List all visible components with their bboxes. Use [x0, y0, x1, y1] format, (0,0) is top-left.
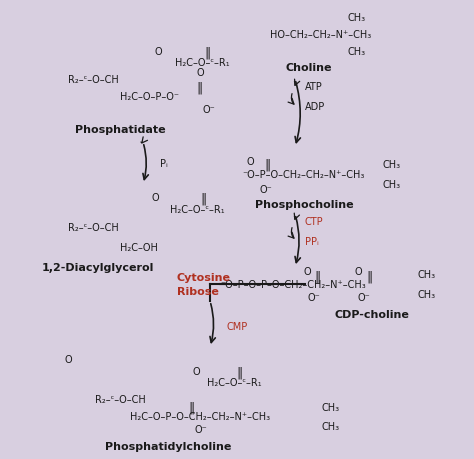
- Text: ⁻O–P–O–CH₂–CH₂–N⁺–CH₃: ⁻O–P–O–CH₂–CH₂–N⁺–CH₃: [242, 170, 365, 179]
- Text: O⁻: O⁻: [308, 292, 321, 302]
- Text: O: O: [196, 68, 204, 78]
- Text: O: O: [64, 354, 72, 364]
- Text: O: O: [151, 193, 159, 202]
- Text: H₂C–O–ᶜ–R₁: H₂C–O–ᶜ–R₁: [207, 377, 262, 387]
- Text: Cytosine: Cytosine: [177, 272, 231, 282]
- Text: CMP: CMP: [227, 321, 248, 331]
- Text: O: O: [303, 266, 311, 276]
- Text: Phosphatidate: Phosphatidate: [75, 125, 165, 134]
- Text: ⁻O–P–O–P–O–CH₂–CH₂–N⁺–CH₃: ⁻O–P–O–P–O–CH₂–CH₂–N⁺–CH₃: [220, 280, 366, 289]
- Text: ‖: ‖: [265, 158, 271, 171]
- Text: CTP: CTP: [305, 217, 324, 226]
- Text: O: O: [192, 366, 200, 376]
- Text: ‖: ‖: [205, 46, 211, 59]
- Text: ‖: ‖: [315, 270, 321, 283]
- Text: Choline: Choline: [286, 63, 332, 73]
- Text: R₂–ᶜ–O–CH: R₂–ᶜ–O–CH: [68, 75, 119, 85]
- Text: CH₃: CH₃: [348, 47, 366, 57]
- Text: ATP: ATP: [305, 82, 323, 92]
- Text: ‖: ‖: [201, 192, 207, 205]
- Text: O⁻: O⁻: [203, 105, 216, 115]
- Text: ‖: ‖: [237, 366, 243, 379]
- Text: Pᵢ: Pᵢ: [160, 159, 168, 168]
- Text: CH₃: CH₃: [383, 160, 401, 170]
- Text: R₂–ᶜ–O–CH: R₂–ᶜ–O–CH: [95, 394, 146, 404]
- Text: ‖: ‖: [189, 401, 195, 414]
- Text: Phosphocholine: Phosphocholine: [255, 200, 354, 210]
- Text: H₂C–O–ᶜ–R₁: H₂C–O–ᶜ–R₁: [175, 58, 229, 68]
- Text: O: O: [246, 157, 254, 167]
- Text: CH₃: CH₃: [383, 179, 401, 190]
- Text: Ribose: Ribose: [177, 286, 219, 297]
- Text: Phosphatidylcholine: Phosphatidylcholine: [105, 441, 231, 451]
- Text: CDP-choline: CDP-choline: [335, 309, 410, 319]
- Text: PPᵢ: PPᵢ: [305, 236, 319, 246]
- Text: ‖: ‖: [367, 270, 373, 283]
- Text: CH₃: CH₃: [322, 402, 340, 412]
- Text: HO–CH₂–CH₂–N⁺–CH₃: HO–CH₂–CH₂–N⁺–CH₃: [270, 30, 371, 40]
- Text: O⁻: O⁻: [195, 424, 208, 434]
- Text: H₂C–O–ᶜ–R₁: H₂C–O–ᶜ–R₁: [170, 205, 225, 214]
- Text: R₂–ᶜ–O–CH: R₂–ᶜ–O–CH: [68, 223, 119, 233]
- Text: O⁻: O⁻: [358, 292, 371, 302]
- Text: 1,2-Diacylglycerol: 1,2-Diacylglycerol: [42, 263, 155, 272]
- Text: ‖: ‖: [197, 81, 203, 94]
- Text: ADP: ADP: [305, 102, 325, 112]
- Text: H₂C–OH: H₂C–OH: [120, 242, 158, 252]
- Text: H₂C–O–P–O–CH₂–CH₂–N⁺–CH₃: H₂C–O–P–O–CH₂–CH₂–N⁺–CH₃: [130, 411, 270, 421]
- Text: O: O: [354, 266, 362, 276]
- Text: O: O: [154, 47, 162, 57]
- Text: CH₃: CH₃: [322, 421, 340, 431]
- Text: CH₃: CH₃: [348, 13, 366, 23]
- Text: H₂C–O–P–O⁻: H₂C–O–P–O⁻: [120, 92, 179, 102]
- Text: O⁻: O⁻: [260, 185, 273, 195]
- Text: CH₃: CH₃: [418, 289, 436, 299]
- Text: CH₃: CH₃: [418, 269, 436, 280]
